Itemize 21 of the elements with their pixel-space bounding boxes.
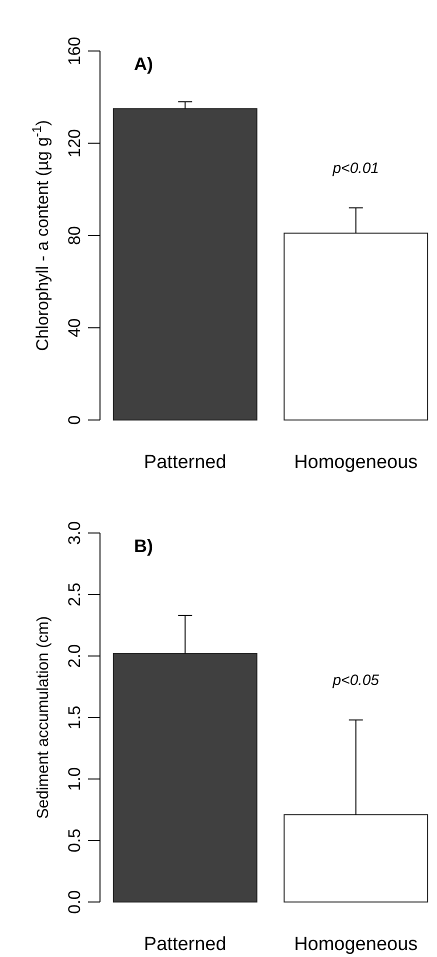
y-axis-title: Sediment accumulation (cm) [35, 616, 52, 819]
y-tick-label: 2.0 [65, 644, 84, 668]
annotation: p<0.05 [332, 672, 380, 689]
y-tick-label: 0.5 [65, 828, 84, 852]
x-tick-label: Patterned [144, 452, 226, 473]
chart-title: B) [134, 536, 153, 556]
annotation: p<0.01 [332, 160, 380, 177]
y-tick-label: 120 [65, 129, 84, 158]
y-tick-label: 3.0 [65, 521, 84, 545]
y-tick-label: 0.0 [65, 890, 84, 914]
y-tick-label: 40 [65, 318, 84, 338]
y-tick-label: 160 [65, 36, 84, 66]
y-tick-label: 2.5 [65, 582, 84, 606]
x-tick-label: Patterned [144, 934, 226, 955]
y-tick-label: 0 [65, 415, 84, 425]
y-tick-label: 80 [65, 226, 84, 245]
x-tick-label: Homogeneous [294, 934, 418, 955]
chart-title: A) [134, 54, 153, 74]
y-tick-label: 1.5 [65, 706, 84, 730]
y-tick-label: 1.0 [65, 767, 84, 791]
x-tick-label: Homogeneous [294, 452, 418, 473]
